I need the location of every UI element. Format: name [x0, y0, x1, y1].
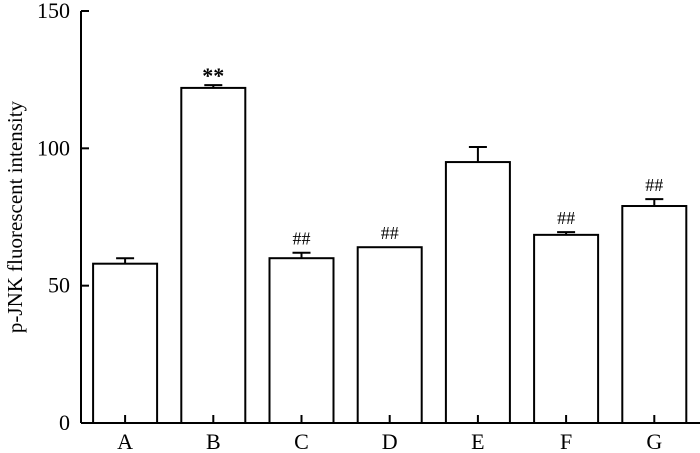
- significance-mark-F: ##: [557, 208, 575, 228]
- x-tick-label-E: E: [471, 429, 484, 453]
- y-axis-label: p-JNK fluorescent intensity: [3, 100, 27, 333]
- bar-E: [444, 161, 511, 424]
- x-tick-label-D: D: [382, 429, 398, 453]
- bar-D: [356, 246, 423, 424]
- x-tick-label-B: B: [206, 429, 221, 453]
- y-tick-label: 0: [59, 410, 70, 435]
- y-tick-label: 100: [37, 135, 70, 160]
- x-ticks: A B C D E F G: [117, 415, 662, 453]
- y-tick-label: 50: [48, 273, 70, 298]
- bar-B: [180, 86, 247, 424]
- x-tick-label-A: A: [117, 429, 133, 453]
- bars: ** ## ## ## ##: [92, 63, 688, 425]
- bar-A: [92, 262, 159, 424]
- significance-mark-D: ##: [381, 223, 399, 243]
- y-ticks: 0 50 100 150: [37, 0, 89, 435]
- x-tick-label-G: G: [646, 429, 662, 453]
- bar-F: [533, 233, 600, 424]
- significance-mark-C: ##: [293, 229, 311, 249]
- significance-mark-B: **: [202, 63, 224, 88]
- y-tick-label: 150: [37, 0, 70, 23]
- x-tick-label-F: F: [560, 429, 572, 453]
- bar-C: [268, 257, 335, 425]
- significance-mark-G: ##: [645, 175, 663, 195]
- bar-G: [621, 205, 688, 424]
- x-tick-label-C: C: [294, 429, 309, 453]
